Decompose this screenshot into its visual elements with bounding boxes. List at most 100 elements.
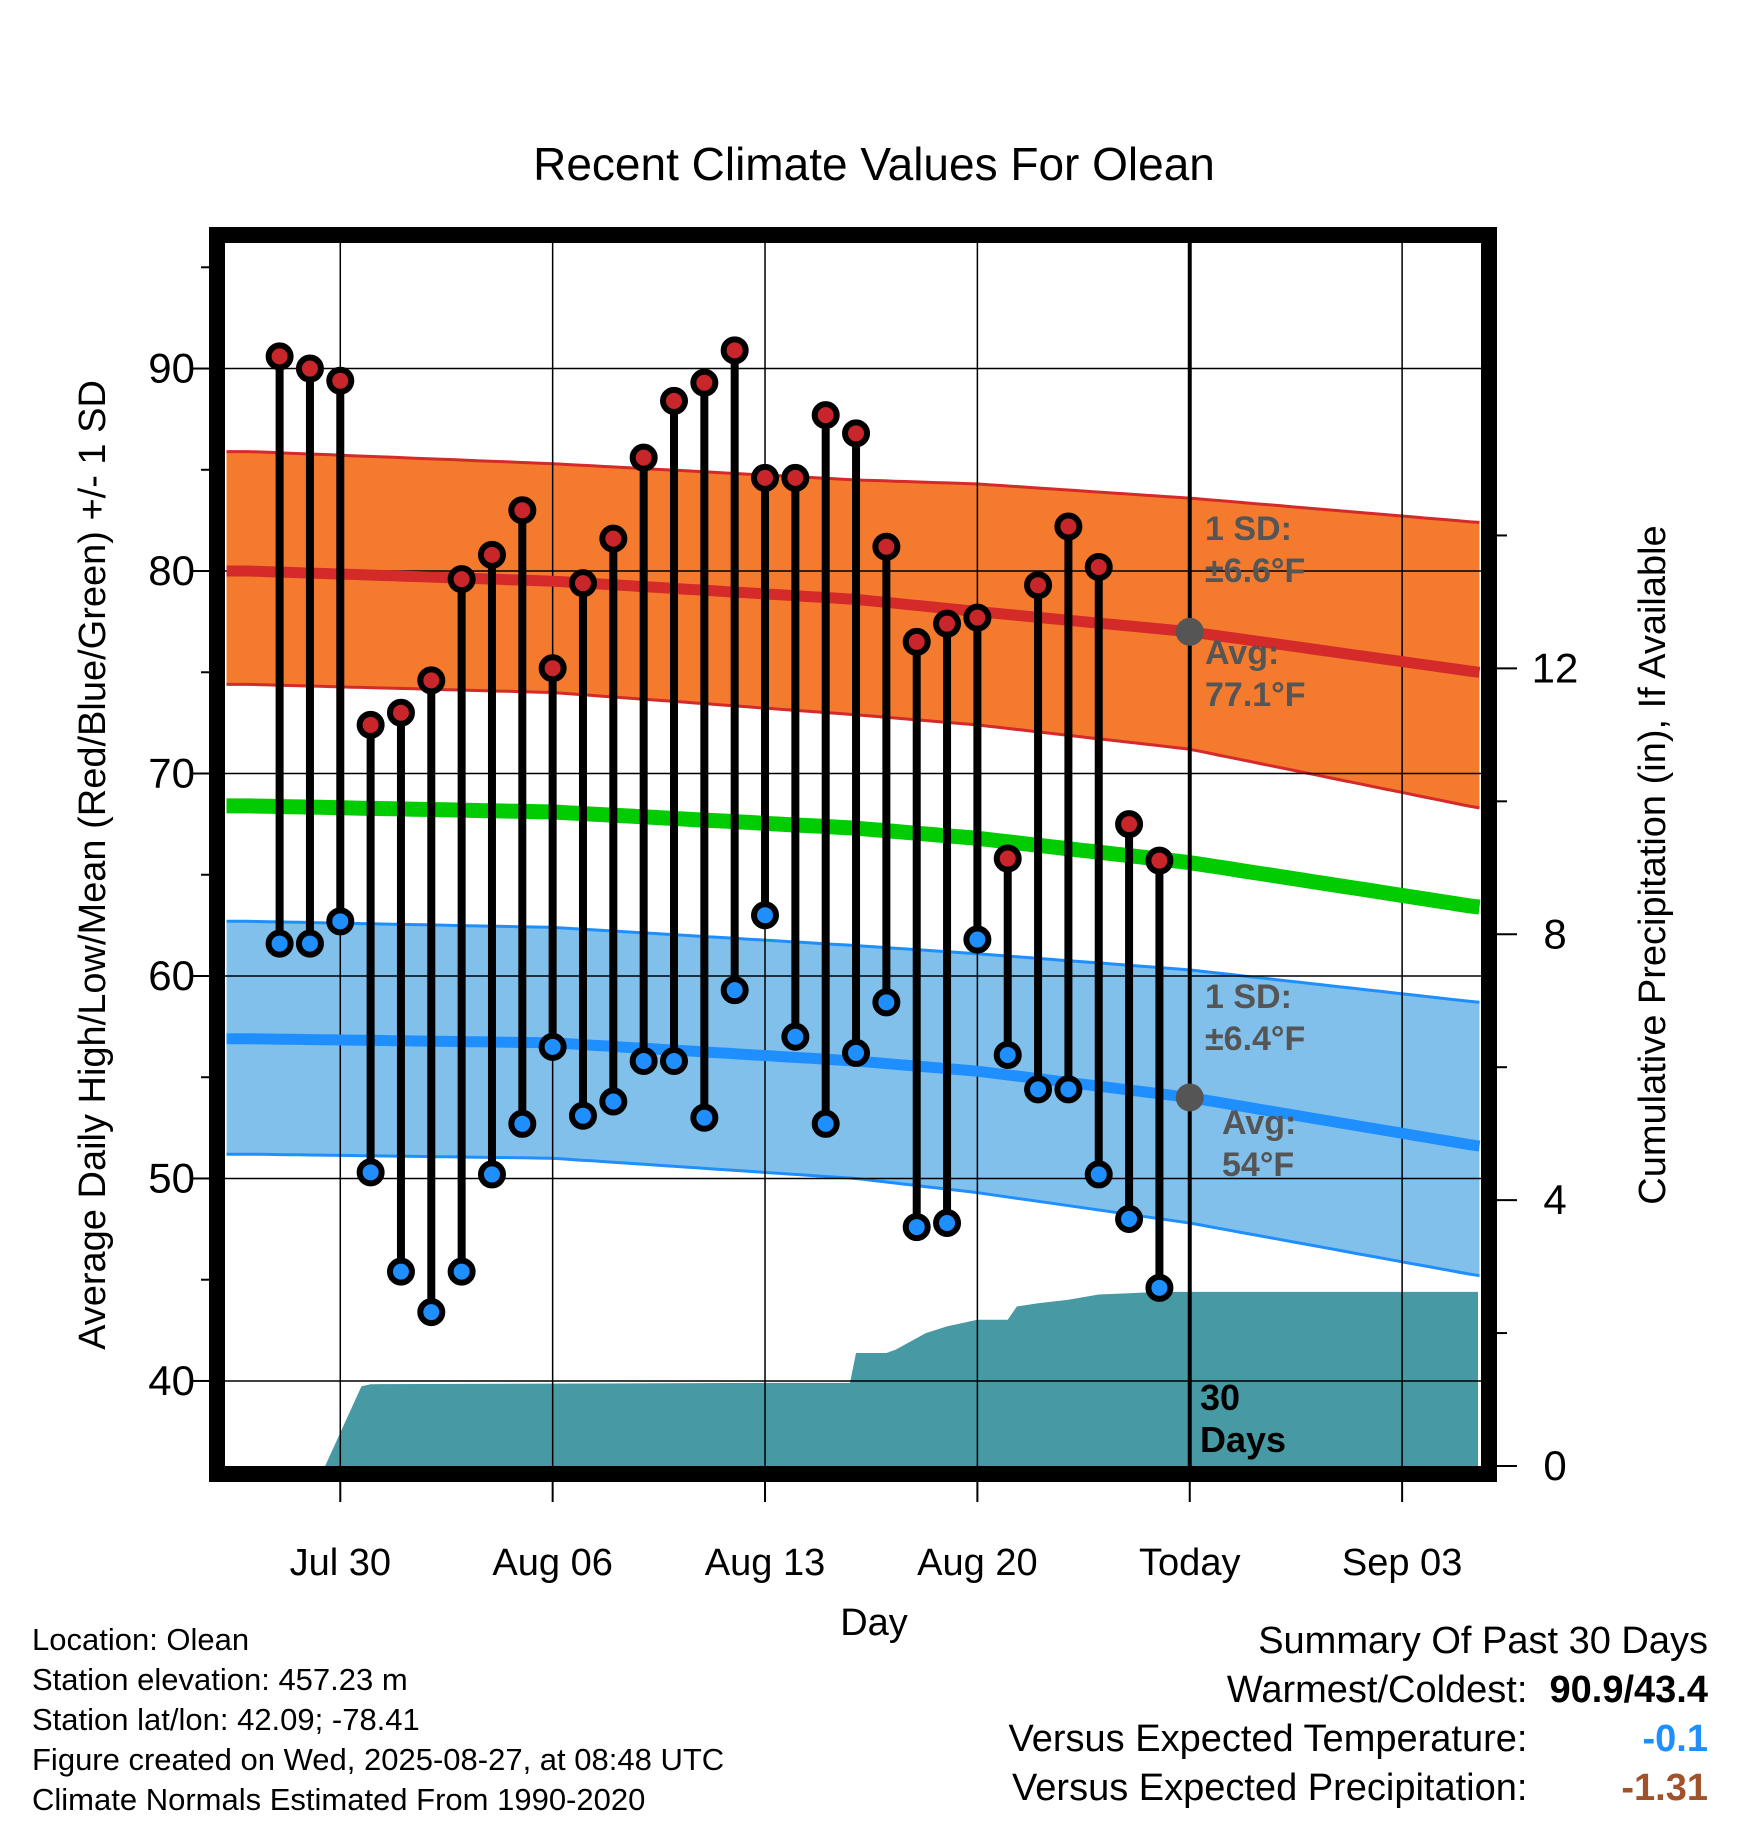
x-tick-label: Today (1139, 1542, 1240, 1584)
high-sd-label-line-2: ±6.6°F (1205, 552, 1305, 590)
high-temp-point (265, 342, 294, 371)
low-sd-label-line-2: ±6.4°F (1205, 1020, 1305, 1058)
days-label-line-1: 30 (1200, 1377, 1240, 1418)
low-temp-point (1145, 1273, 1174, 1302)
high-temp-point (447, 565, 476, 594)
high-temp-point (902, 627, 931, 656)
high-temp-point (842, 419, 871, 448)
low-temp-point (660, 1047, 689, 1076)
today-avg-low-dot (1175, 1083, 1204, 1112)
created-text: Figure created on Wed, 2025-08-27, at 08… (32, 1742, 725, 1777)
plot-frame (209, 227, 1497, 1482)
high-temp-point (872, 532, 901, 561)
low-temp-point (902, 1213, 931, 1242)
y-tick-label-right: 4 (1543, 1176, 1566, 1223)
high-temp-point (963, 603, 992, 632)
high-temp-point (1024, 571, 1053, 600)
low-temp-point (963, 925, 992, 954)
y-axis-label-left: Average Daily High/Low/Mean (Red/Blue/Gr… (72, 380, 114, 1350)
summary-panel: Summary Of Past 30 Days Warmest/Coldest:… (808, 1617, 1708, 1813)
today-avg-high-dot (1175, 617, 1204, 646)
precip-value: -1.31 (1621, 1767, 1708, 1809)
y-tick-label-right: 0 (1543, 1442, 1566, 1489)
y-tick-label-left: 60 (148, 952, 195, 999)
low-temp-point (568, 1101, 597, 1130)
low-temp-point (508, 1109, 537, 1138)
low-temp-point (386, 1257, 415, 1286)
high-temp-point (386, 698, 415, 727)
low-temp-point (720, 976, 749, 1005)
high-temp-point (326, 366, 355, 395)
temp-value: -0.1 (1642, 1718, 1708, 1760)
x-axis-label: Day (840, 1602, 908, 1644)
precipitation-area (325, 1291, 1479, 1466)
latlon-text: Station lat/lon: 42.09; -78.41 (32, 1702, 420, 1737)
y-tick-label-left: 80 (148, 547, 195, 594)
low-temp-point (356, 1158, 385, 1187)
high-temp-point (295, 354, 324, 383)
low-temp-point (811, 1109, 840, 1138)
x-tick-label: Jul 30 (290, 1542, 391, 1584)
high-temp-point (477, 540, 506, 569)
high-temp-point (1054, 512, 1083, 541)
low-temp-point (1084, 1160, 1113, 1189)
warmest-value: 90.9/43.4 (1549, 1669, 1708, 1711)
days-label-line-2: Days (1200, 1419, 1286, 1460)
high-avg-label-line-1: Avg: (1205, 634, 1279, 672)
y-tick-label-left: 50 (148, 1154, 195, 1201)
high-temp-point (599, 524, 628, 553)
low-avg-label-line-2: 54°F (1222, 1146, 1294, 1184)
station-info: Location: Olean Station elevation: 457.2… (32, 1620, 852, 1820)
y-axis-label-right: Cumulative Precipitation (in), If Availa… (1632, 525, 1674, 1204)
low-temp-point (1024, 1075, 1053, 1104)
location-text: Location: Olean (32, 1622, 250, 1657)
high-sd-label-line-1: 1 SD: (1205, 510, 1292, 548)
high-temp-point (660, 386, 689, 415)
summary-warmest-row: Warmest/Coldest: 90.9/43.4 (808, 1666, 1708, 1715)
low-temp-point (690, 1103, 719, 1132)
x-tick-label: Aug 13 (705, 1542, 825, 1584)
low-temp-point (872, 988, 901, 1017)
low-temp-point (842, 1038, 871, 1067)
low-temp-point (417, 1298, 446, 1327)
high-avg-label-line-2: 77.1°F (1205, 676, 1306, 714)
low-temp-point (326, 907, 355, 936)
normal-low-band (226, 921, 1480, 1276)
low-temp-point (781, 1022, 810, 1051)
low-temp-point (1054, 1075, 1083, 1104)
low-temp-point (447, 1257, 476, 1286)
y-tick-label-left: 40 (148, 1357, 195, 1404)
low-temp-point (629, 1047, 658, 1076)
warmest-label: Warmest/Coldest: (1226, 1669, 1528, 1711)
low-avg-label-line-1: Avg: (1222, 1104, 1296, 1142)
y-tick-label-right: 12 (1532, 644, 1579, 691)
x-tick-label: Sep 03 (1342, 1542, 1462, 1584)
temp-label: Versus Expected Temperature: (1008, 1718, 1528, 1760)
low-temp-point (599, 1087, 628, 1116)
low-temp-point (993, 1040, 1022, 1069)
low-temp-point (1115, 1204, 1144, 1233)
high-temp-point (720, 336, 749, 365)
high-temp-point (933, 609, 962, 638)
normals-text: Climate Normals Estimated From 1990-2020 (32, 1782, 646, 1817)
high-temp-point (751, 463, 780, 492)
summary-precip-row: Versus Expected Precipitation: -1.31 (808, 1764, 1708, 1813)
low-temp-point (295, 929, 324, 958)
high-temp-point (356, 710, 385, 739)
high-temp-point (690, 368, 719, 397)
elevation-text: Station elevation: 457.23 m (32, 1662, 408, 1697)
high-temp-point (568, 569, 597, 598)
precip-label: Versus Expected Precipitation: (1012, 1767, 1528, 1809)
high-temp-point (629, 443, 658, 472)
x-tick-label: Aug 06 (492, 1542, 612, 1584)
chart-title: Recent Climate Values For Olean (533, 138, 1215, 190)
y-tick-label-left: 90 (148, 345, 195, 392)
x-tick-label: Aug 20 (917, 1542, 1037, 1584)
high-temp-point (1115, 810, 1144, 839)
high-temp-point (993, 844, 1022, 873)
low-temp-point (538, 1032, 567, 1061)
high-temp-point (1145, 846, 1174, 875)
high-temp-point (417, 666, 446, 695)
